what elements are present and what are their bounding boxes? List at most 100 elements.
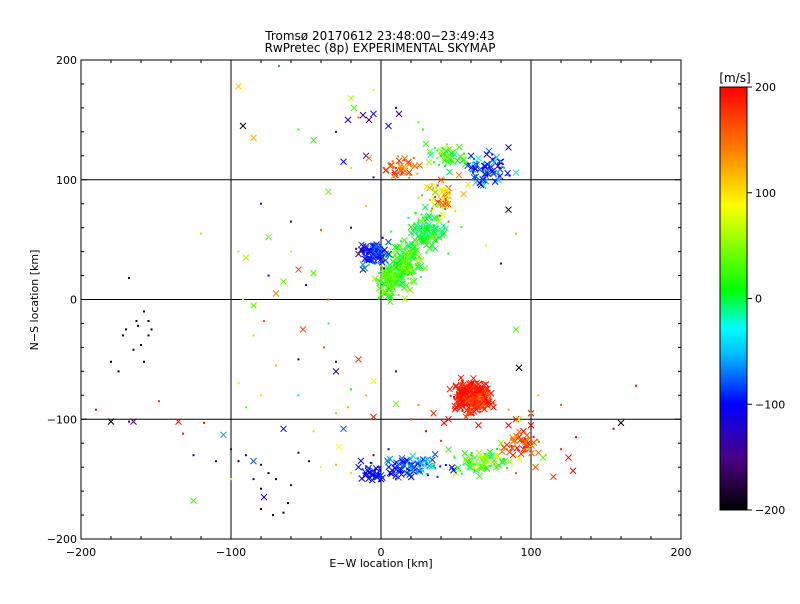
dot-marker-point [513,440,516,443]
dot-marker-point [200,232,202,235]
x-marker-point [130,418,137,425]
x-marker-point [359,111,367,119]
dot-marker-point [403,159,406,162]
dot-marker-point [424,232,427,235]
x-marker-point [386,455,394,463]
x-marker-point [448,149,455,157]
x-marker-point [370,413,377,421]
dot-marker-point [380,287,383,290]
x-marker-point [512,415,520,423]
dot-marker-point [237,382,240,385]
dot-marker-point [260,508,262,511]
dot-marker-point [481,398,484,401]
dot-marker-point [490,169,493,172]
dot-marker-point [430,207,433,210]
x-marker-point [461,390,469,397]
dot-marker-point [395,467,398,470]
x-marker-point [472,406,480,413]
x-axis-label: E−W location [km] [329,557,432,570]
dot-marker-point [374,245,377,248]
dot-marker-point [461,409,464,412]
x-marker-point [482,380,490,388]
dot-marker-point [242,298,244,301]
x-marker-point [407,462,415,470]
dot-marker-point [147,320,150,323]
x-marker-point [361,255,369,263]
dot-marker-point [523,439,526,442]
dot-marker-point [454,162,457,165]
dot-marker-point [440,181,443,184]
dot-marker-point [444,198,447,201]
dot-marker-point [461,381,464,384]
dot-marker-point [377,473,380,476]
x-marker-point [399,280,406,287]
x-marker-point [385,122,392,130]
x-marker-point [385,238,392,246]
dot-marker-point [390,230,393,233]
x-marker-point [438,186,446,193]
dot-marker-point [444,195,447,198]
dot-marker-point [460,225,463,228]
x-marker-point [431,188,439,196]
dot-marker-point [377,251,380,254]
x-marker-point [472,165,479,173]
dot-marker-point [445,143,448,146]
dot-marker-point [272,514,274,517]
x-marker-point [365,116,373,124]
dot-marker-point [95,408,97,411]
x-marker-point [528,442,536,449]
y-tick-label: 100 [56,174,77,187]
x-marker-point [401,155,408,162]
dot-marker-point [367,251,370,254]
dot-marker-point [462,463,465,466]
x-marker-point [475,393,483,401]
x-marker-point [431,236,439,244]
dot-marker-point [394,467,397,470]
dot-marker-point [378,297,381,300]
x-marker-point [389,284,397,292]
dot-marker-point [423,226,426,229]
dot-marker-point [381,276,384,279]
dot-marker-point [371,262,374,265]
dot-marker-point [362,249,365,252]
x-marker-point [386,282,394,289]
x-marker-point [455,143,463,151]
x-marker-point [400,163,408,171]
x-marker-point [260,493,268,501]
x-marker-point [417,256,425,264]
dot-marker-point [143,310,145,313]
dot-marker-point [215,460,217,463]
dot-marker-point [372,176,375,179]
dot-marker-point [524,439,527,442]
dot-marker-point [399,260,402,263]
dot-marker-point [382,254,385,257]
x-marker-point [390,173,397,180]
x-marker-point [426,245,434,252]
dot-marker-point [432,161,435,164]
dot-marker-point [182,432,184,435]
dot-marker-point [422,128,424,131]
x-marker-point [460,190,467,198]
dot-marker-point [150,328,153,331]
dot-marker-point [443,154,446,157]
x-marker-point [516,437,524,444]
x-marker-point [475,380,482,388]
dot-marker-point [411,164,414,167]
x-marker-point [272,290,280,297]
x-marker-point [494,168,502,176]
dot-marker-point [478,400,481,403]
dot-marker-point [435,186,438,189]
dot-marker-point [364,473,367,476]
dot-marker-point [417,465,420,468]
dot-marker-point [526,450,529,453]
x-marker-point [398,466,405,473]
dot-marker-point [432,464,435,467]
colorbar-tick-label: 200 [755,81,776,94]
dot-marker-point [524,448,527,451]
dot-marker-point [507,408,510,411]
dot-marker-point [524,437,527,440]
x-marker-point [386,298,394,306]
x-marker-point [454,464,462,472]
x-marker-point [451,402,459,410]
dot-marker-point [545,454,547,457]
